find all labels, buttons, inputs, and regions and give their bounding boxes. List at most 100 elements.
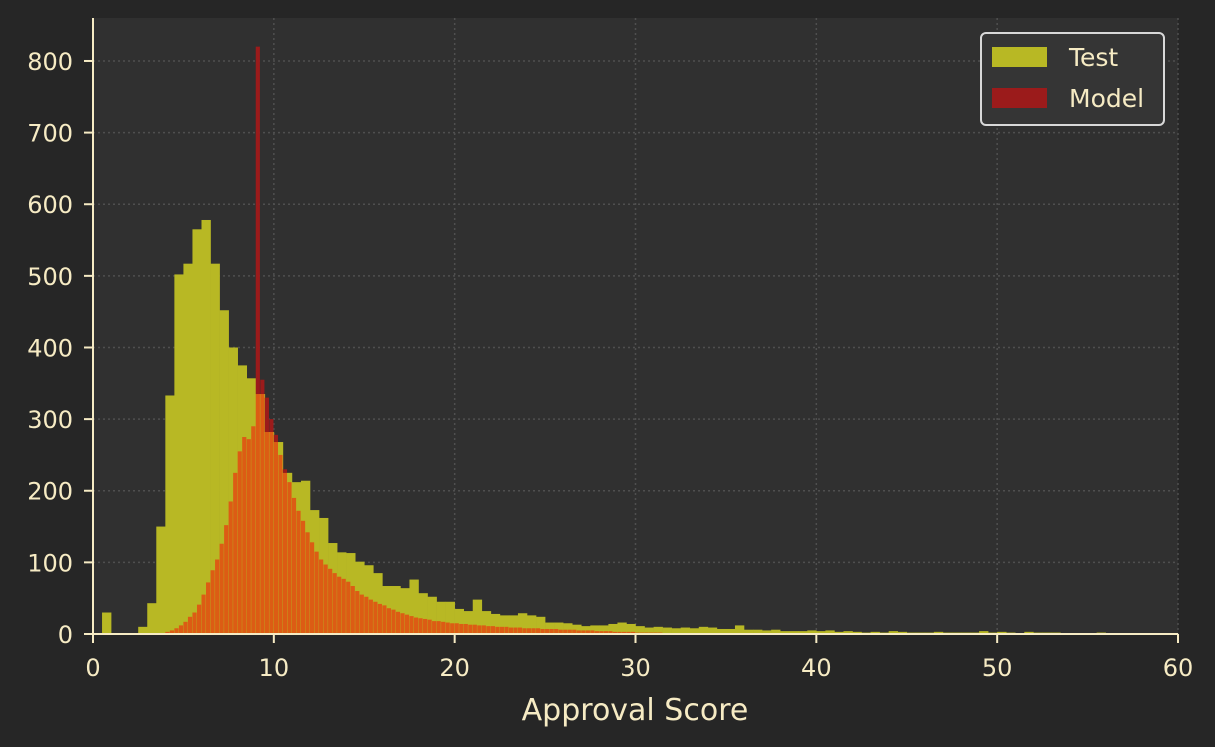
model-bar-overlap xyxy=(260,394,265,634)
test-bar xyxy=(499,615,510,634)
test-bar xyxy=(888,631,899,634)
test-bar xyxy=(599,625,609,634)
model-bar-overlap xyxy=(192,612,197,634)
y-axis-ticks: 0 100 200 300 400 500 600 700 800 xyxy=(27,48,93,649)
test-bar xyxy=(626,623,636,634)
legend-swatch-model xyxy=(992,88,1047,108)
test-bar xyxy=(581,626,591,634)
x-tick-label: 50 xyxy=(982,654,1013,682)
model-bar-overlap xyxy=(269,432,274,634)
test-bar xyxy=(409,579,419,634)
y-tick-label: 300 xyxy=(27,406,73,434)
model-bar-overlap xyxy=(346,581,351,634)
model-bar-overlap xyxy=(350,586,355,634)
test-bar xyxy=(653,626,663,634)
model-bar-overlap xyxy=(490,626,495,634)
test-bar xyxy=(481,611,492,634)
test-bar xyxy=(192,229,202,635)
test-bar xyxy=(807,630,817,634)
model-bar-overlap xyxy=(310,542,315,634)
test-bar xyxy=(427,596,437,634)
model-bar-overlap xyxy=(572,629,577,634)
x-tick-label: 30 xyxy=(620,654,651,682)
model-bar-overlap xyxy=(427,619,432,634)
model-bar-overlap xyxy=(359,594,364,634)
test-bar xyxy=(1024,631,1034,634)
model-bar-overlap xyxy=(206,582,211,634)
test-bar xyxy=(635,626,645,634)
test-bar xyxy=(689,628,700,634)
legend-label-test: Test xyxy=(1068,43,1118,72)
x-tick-label: 40 xyxy=(801,654,832,682)
test-bar xyxy=(400,588,410,634)
model-bar-overlap xyxy=(364,596,369,634)
y-tick-label: 0 xyxy=(58,621,73,649)
test-bar xyxy=(391,586,401,634)
model-bar-overlap xyxy=(468,624,473,634)
test-bar xyxy=(165,395,175,634)
test-bar xyxy=(517,613,528,634)
model-bar-overlap xyxy=(187,616,193,634)
test-bar xyxy=(210,263,220,634)
model-bar-overlap xyxy=(477,625,482,634)
model-bar-overlap xyxy=(504,626,509,634)
test-bar xyxy=(590,625,600,634)
model-series-bars xyxy=(165,46,708,634)
test-bar xyxy=(138,626,148,634)
test-bar xyxy=(798,631,808,634)
test-bar xyxy=(572,624,582,634)
test-bar xyxy=(219,310,229,634)
model-bar-overlap xyxy=(495,626,500,634)
test-bar xyxy=(680,627,691,634)
test-bar xyxy=(997,631,1007,634)
model-bar-overlap xyxy=(567,629,572,634)
model-bar-overlap xyxy=(585,630,590,634)
y-tick-label: 200 xyxy=(27,478,73,506)
model-bar-overlap xyxy=(319,559,324,634)
model-bar-overlap xyxy=(517,627,523,634)
test-bar xyxy=(454,608,465,634)
test-bar xyxy=(436,601,446,634)
model-bar-overlap xyxy=(508,627,514,634)
model-bar-overlap xyxy=(337,576,342,634)
x-axis-title: Approval Score xyxy=(522,693,749,728)
model-bar-overlap xyxy=(215,559,220,634)
model-bar-overlap xyxy=(368,599,373,634)
test-bar xyxy=(490,613,501,634)
model-bar-overlap xyxy=(513,627,518,634)
model-bar-overlap xyxy=(201,594,206,634)
model-bar-overlap xyxy=(305,532,310,634)
test-bar xyxy=(147,603,157,634)
model-bar-overlap xyxy=(603,631,609,634)
test-bar xyxy=(156,526,166,634)
model-bar-overlap xyxy=(282,472,288,634)
model-bar-overlap xyxy=(328,568,333,634)
model-bar-overlap xyxy=(382,605,387,634)
model-bar-overlap xyxy=(228,501,233,634)
model-bar xyxy=(255,46,260,395)
model-bar-overlap xyxy=(174,628,179,634)
model-bar-overlap xyxy=(432,621,437,634)
model-bar-overlap xyxy=(409,616,414,634)
model-bar xyxy=(260,379,265,395)
test-bar xyxy=(933,631,944,634)
test-bar xyxy=(780,631,790,634)
test-bar xyxy=(816,631,826,634)
test-bar xyxy=(463,611,474,634)
model-bar-overlap xyxy=(296,510,301,634)
x-tick-label: 10 xyxy=(259,654,290,682)
test-bar xyxy=(725,628,736,634)
model-bar-overlap xyxy=(423,618,428,634)
model-bar-overlap xyxy=(612,631,618,634)
model-bar-overlap xyxy=(233,472,238,634)
test-bar xyxy=(617,622,627,634)
test-bar xyxy=(789,631,799,634)
model-bar-overlap xyxy=(531,628,536,634)
model-bar-overlap xyxy=(404,614,410,634)
test-bar xyxy=(545,622,555,634)
test-bar xyxy=(373,573,383,634)
model-bar-overlap xyxy=(581,630,586,634)
test-bar xyxy=(418,593,428,634)
model-bar-overlap xyxy=(246,439,251,634)
